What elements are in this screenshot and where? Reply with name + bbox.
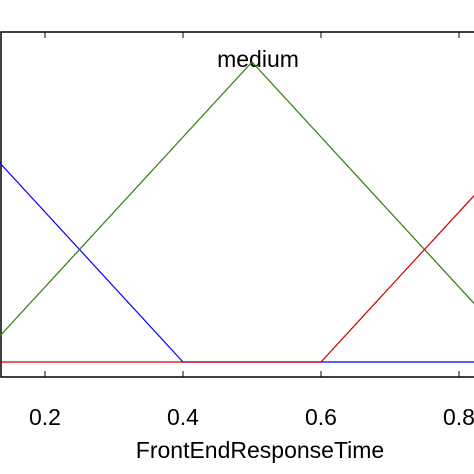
x-tick-label: 0.6 <box>305 404 337 430</box>
plot-frame <box>0 31 474 378</box>
x-tick-label: 0.8 <box>443 404 474 430</box>
x-tick-label: 0.4 <box>167 404 199 430</box>
series-line <box>0 194 474 363</box>
x-axis-label: FrontEndResponseTime <box>136 437 384 463</box>
series-line <box>0 61 474 337</box>
series-line <box>0 162 474 363</box>
x-tick-label: 0.2 <box>29 404 61 430</box>
